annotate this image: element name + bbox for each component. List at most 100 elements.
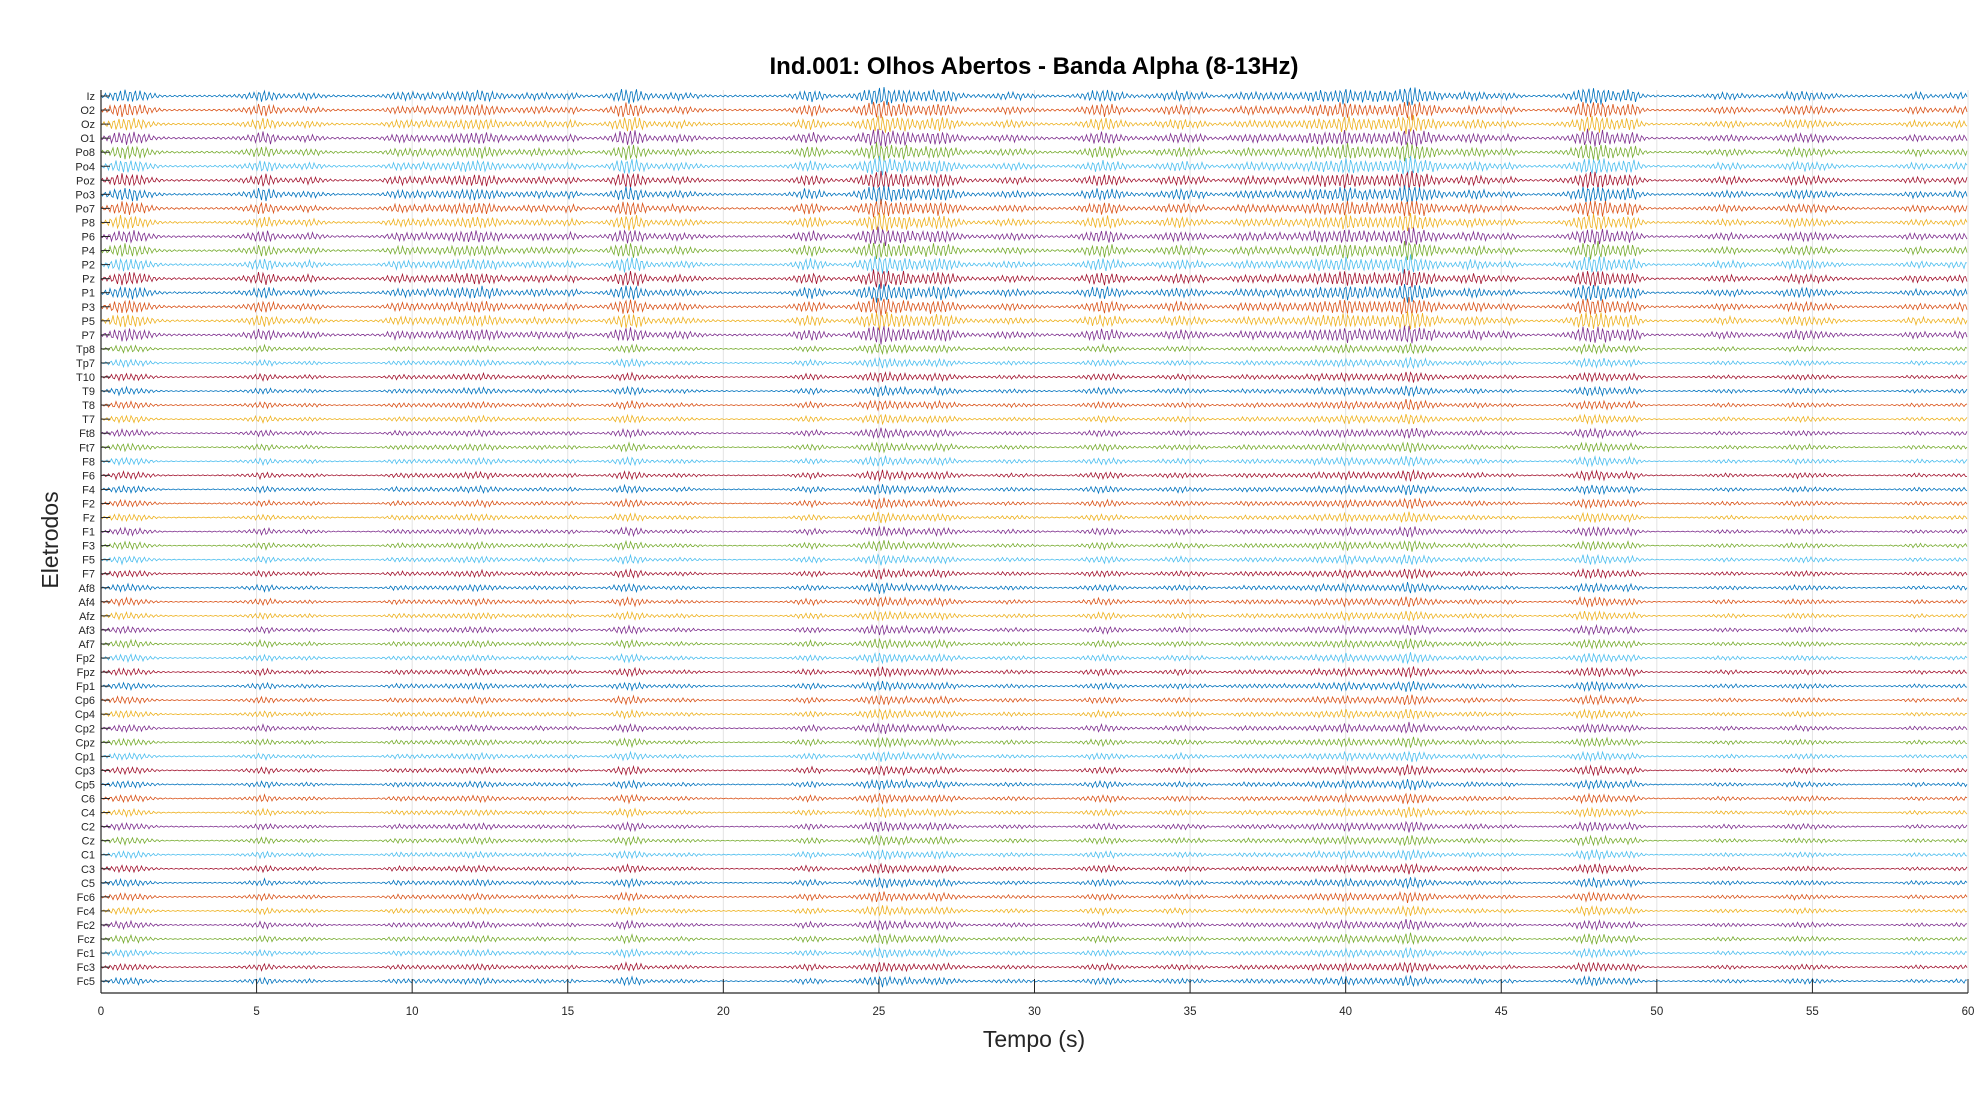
channel-label: Cpz — [75, 737, 95, 749]
eeg-trace-po3 — [100, 185, 1968, 204]
eeg-trace-fp1 — [100, 680, 1968, 693]
channel-label: F2 — [82, 498, 95, 510]
channel-label: Fpz — [77, 667, 95, 679]
eeg-trace-cp6 — [100, 694, 1968, 706]
eeg-trace-f4 — [100, 483, 1968, 496]
channel-label: P1 — [82, 288, 95, 300]
eeg-trace-c1 — [100, 848, 1968, 861]
channel-label: Po4 — [75, 161, 95, 173]
channel-label: Po8 — [75, 147, 95, 159]
eeg-trace-f6 — [100, 468, 1968, 482]
channel-label: F4 — [82, 484, 95, 496]
channel-label: P2 — [82, 260, 95, 272]
channel-label: Po7 — [75, 203, 95, 215]
channel-label: Fcz — [77, 934, 95, 946]
channel-label: C1 — [81, 850, 95, 862]
channel-label: Cp4 — [75, 709, 95, 721]
x-tick-label: 25 — [873, 1006, 886, 1018]
eeg-trace-cpz — [100, 736, 1968, 749]
channel-label: P3 — [82, 302, 95, 314]
channel-label: P6 — [82, 232, 95, 244]
x-tick-label: 10 — [406, 1006, 419, 1018]
eeg-trace-p3 — [100, 296, 1968, 317]
channel-label: Af3 — [78, 625, 95, 637]
eeg-trace-po7 — [100, 198, 1968, 218]
eeg-trace-t9 — [100, 385, 1968, 398]
eeg-trace-fz — [100, 511, 1968, 524]
channel-label: Af4 — [78, 597, 95, 609]
eeg-trace-ft7 — [100, 441, 1968, 454]
channel-label: O1 — [80, 133, 95, 145]
eeg-trace-iz — [100, 86, 1968, 106]
channel-labels: Iz O2 Oz O1 Po8 Po4 Poz Po3 Po7 P8 P6 P4 P2 Pz P1 P3 P5 P… — [75, 91, 95, 988]
x-axis-label: Tempo (s) — [983, 1026, 1085, 1052]
eeg-trace-t7 — [100, 413, 1968, 426]
eeg-trace-fc2 — [100, 918, 1968, 932]
eeg-trace-fc1 — [100, 946, 1968, 959]
eeg-trace-f5 — [100, 553, 1968, 566]
channel-label: Po3 — [75, 189, 95, 201]
eeg-trace-p5 — [100, 311, 1968, 331]
eeg-trace-afz — [100, 609, 1968, 622]
x-tick-label: 55 — [1806, 1006, 1819, 1018]
channel-label: Ft7 — [79, 442, 95, 454]
eeg-trace-af4 — [100, 595, 1968, 608]
channel-label: Afz — [79, 611, 95, 623]
channel-label: C4 — [81, 808, 95, 820]
channel-label: Cp1 — [75, 751, 95, 763]
channel-label: Fp2 — [76, 653, 95, 665]
channel-label: Fz — [83, 513, 95, 525]
eeg-trace-fc3 — [100, 961, 1968, 974]
eeg-trace-fc4 — [100, 904, 1968, 918]
eeg-trace-fcz — [100, 932, 1968, 946]
channel-label: Cp5 — [75, 779, 95, 791]
eeg-trace-p1 — [100, 283, 1968, 303]
eeg-trace-c4 — [100, 806, 1968, 819]
eeg-trace-fpz — [100, 666, 1968, 679]
x-tick-label: 45 — [1495, 1006, 1508, 1018]
eeg-trace-cp3 — [100, 764, 1968, 777]
eeg-trace-c3 — [100, 862, 1968, 875]
eeg-trace-fc5 — [100, 974, 1968, 988]
channel-label: O2 — [80, 105, 95, 117]
channel-label: T10 — [76, 372, 95, 384]
eeg-trace-cp4 — [100, 708, 1968, 721]
channel-label: Fc5 — [77, 976, 95, 988]
channel-label: P4 — [82, 246, 95, 258]
channel-label: Poz — [76, 175, 95, 187]
eeg-trace-c5 — [100, 876, 1968, 890]
eeg-trace-oz — [100, 115, 1968, 135]
channel-label: Fc1 — [77, 948, 95, 960]
channel-label: P8 — [82, 217, 95, 229]
eeg-trace-f2 — [100, 497, 1968, 510]
eeg-trace-f1 — [100, 525, 1968, 538]
eeg-trace-poz — [100, 170, 1968, 191]
x-tick-label: 20 — [717, 1006, 730, 1018]
channel-label: F8 — [82, 456, 95, 468]
channel-label: C2 — [81, 822, 95, 834]
channel-label: Cp2 — [75, 723, 95, 735]
channel-label: Fc2 — [77, 920, 95, 932]
x-tick-label: 40 — [1339, 1006, 1352, 1018]
x-tick-label: 30 — [1028, 1006, 1041, 1018]
eeg-trace-o1 — [100, 128, 1968, 148]
eeg-trace-c6 — [100, 792, 1968, 805]
eeg-trace-p4 — [100, 240, 1968, 260]
x-tick-label: 35 — [1184, 1006, 1197, 1018]
eeg-trace-cp1 — [100, 750, 1968, 763]
axes — [100, 90, 1969, 994]
channel-label: Fc6 — [77, 892, 95, 904]
channel-label: Fc3 — [77, 962, 95, 974]
channel-label: Cz — [82, 836, 95, 848]
eeg-trace-cp2 — [100, 721, 1968, 735]
channel-label: T7 — [82, 414, 95, 426]
channel-label: T9 — [82, 386, 95, 398]
eeg-trace-p6 — [100, 226, 1968, 247]
channel-label: Cp3 — [75, 765, 95, 777]
eeg-trace-tp7 — [100, 356, 1968, 370]
eeg-trace-t10 — [100, 370, 1968, 383]
channel-label: P5 — [82, 316, 95, 328]
channel-label: P7 — [82, 330, 95, 342]
channel-label: Cp6 — [75, 695, 95, 707]
